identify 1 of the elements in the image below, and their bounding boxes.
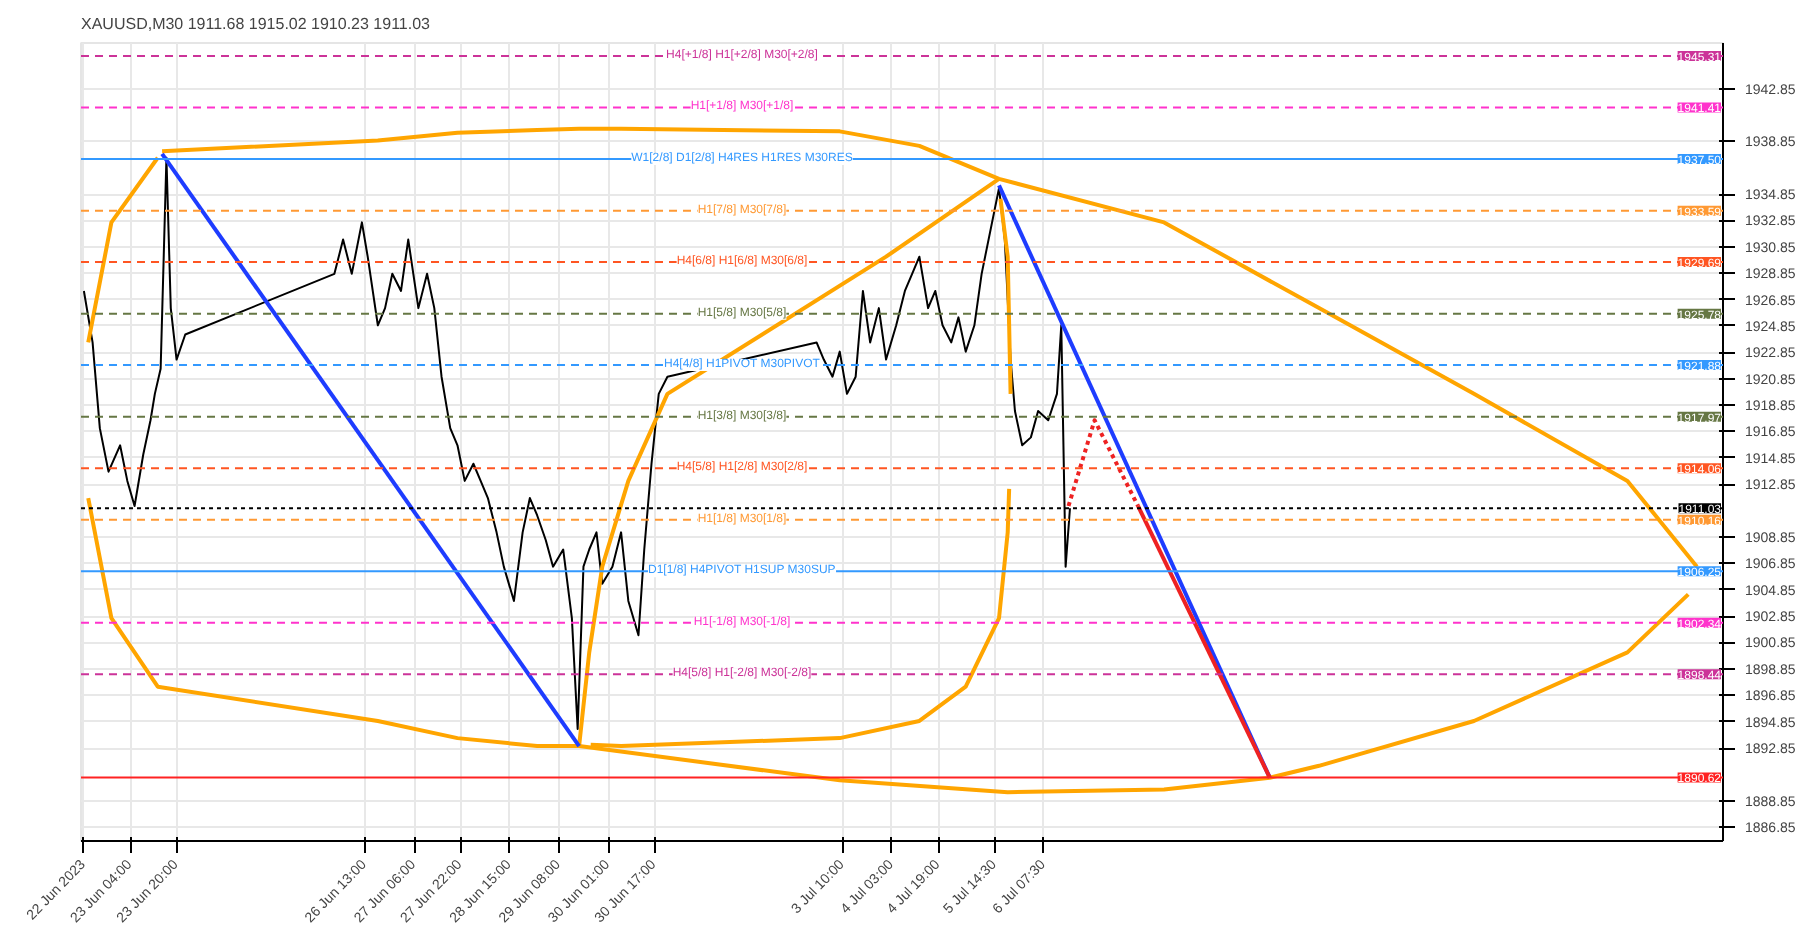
chart-title: XAUUSD,M30 1911.68 1915.02 1910.23 1911.03 (81, 15, 432, 33)
